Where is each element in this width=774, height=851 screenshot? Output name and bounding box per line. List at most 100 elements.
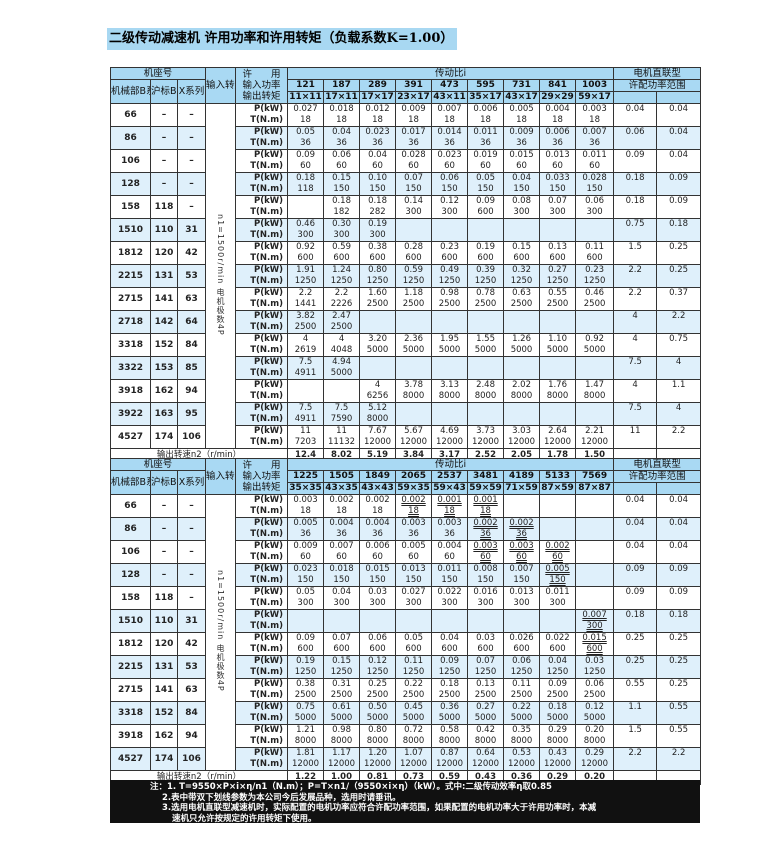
blank [656,91,702,104]
hu-b-model: 118 [150,586,178,610]
power-value: 4 [302,334,309,345]
value-cell: 0.03 600 [467,632,505,656]
value-cell [395,402,433,426]
value-cell: 0.31 2500 [323,678,361,702]
x-series-header: X系列 [176,470,207,495]
torque-value: 2619 [294,345,317,355]
hu-b-model: 152 [150,333,178,357]
torque-value: 2500 [510,690,533,700]
power-value: 0.05 [476,173,495,184]
value-cell [359,310,397,334]
power-value: 0.003 [437,518,462,529]
motor-range-max: 0.04 [613,517,658,541]
power-value: 0.001 [473,495,498,506]
torque-value: 18 [408,115,419,125]
value-cell: 1.55 5000 [467,333,505,357]
power-value: 2.64 [548,426,567,437]
pt-label: P(kW) T(N.m) [235,563,289,587]
power-value: 0.59 [332,242,351,253]
power-value: 0.04 [440,633,459,644]
value-cell: 0.29 8000 [539,724,577,748]
power-value: 0.023 [365,127,390,138]
table-row: 2715 141 63 P(kW) T(N.m) 0.38 2500 0.31 2500 0.25… [110,678,702,702]
torque-value: 12000 [508,437,536,447]
torque-value: T(N.m) [250,414,284,424]
gear-combo: 87×87 [575,482,615,495]
ratio-value: 731 [503,79,541,92]
power-value: 0.09 [296,633,315,644]
torque-value: 2500 [330,322,353,332]
value-cell: 2.48 8000 [467,379,505,403]
value-cell: 0.27 1250 [539,264,577,288]
value-cell: 0.002 18 [359,494,397,518]
value-cell: 0.63 2500 [503,287,541,311]
value-cell: 0.18 2500 [431,678,469,702]
gear-combo: 29×29 [539,91,577,104]
b-series-model: 86 [110,517,151,541]
power-value: 0.03 [368,587,387,598]
value-cell: 4 2619 [287,333,325,357]
value-cell: 4.94 5000 [323,356,361,380]
value-cell: 1.81 12000 [287,747,325,771]
value-cell: 0.15 1250 [323,655,361,679]
value-cell [503,494,541,518]
torque-value: 18 [444,506,455,516]
power-torque-table-1: 机座号输入转速许 用输入功率输出转矩传动比i电机直联型机械部B系列沪标B系列X系… [109,67,702,463]
motor-range-max: 0.09 [613,149,658,173]
power-value: P(kW) [254,150,284,161]
table-row: 1812 120 42 P(kW) T(N.m) 0.09 600 0.07 600 0.06 60… [110,632,702,656]
torque-value: 300 [586,621,603,631]
power-value: 0.005 [293,518,318,529]
b-series-model: 1812 [110,632,151,656]
gear-combo: 71×59 [503,482,541,495]
value-cell: 0.009 18 [395,103,433,127]
motor-range-min: 0.25 [656,264,702,288]
power-value: P(kW) [254,173,284,184]
hu-b-model: – [150,172,178,196]
hu-b-model: 141 [150,287,178,311]
value-cell: 0.004 36 [323,517,361,541]
value-cell [539,494,577,518]
power-value: 0.11 [512,679,531,690]
value-cell [467,356,505,380]
table-row: 158 118– P(kW) T(N.m) 0.05 300 0.04 300 0.03 300 0… [110,586,702,610]
motor-range-min: 0.55 [656,701,702,725]
power-value: 0.27 [476,702,495,713]
table-row: 86– – P(kW) T(N.m) 0.05 36 0.04 36 0.023 36 0.017 3… [110,126,702,150]
torque-value: 300 [441,207,458,217]
power-value: P(kW) [254,587,284,598]
power-value: 0.06 [332,150,351,161]
power-value: P(kW) [254,357,284,368]
motor-range-min: 0.75 [656,333,702,357]
value-cell: 0.015 150 [359,563,397,587]
motor-range-min: 0.09 [656,172,702,196]
b-series-model: 66 [110,103,151,127]
torque-value: 60 [480,552,491,562]
power-value: 0.20 [585,725,605,736]
power-value: 0.027 [401,587,426,598]
value-cell: 2.2 2226 [323,287,361,311]
value-cell: 0.92 600 [287,241,325,265]
power-value: 0.43 [548,748,567,759]
torque-value: 60 [372,552,383,562]
value-cell: 0.007 300 [575,609,615,633]
value-cell: 0.015 600 [575,632,615,656]
gear-combo: 35×17 [467,91,505,104]
value-cell: 0.10 150 [359,172,397,196]
motor-range-max: 0.25 [613,632,658,656]
torque-value: 300 [333,598,350,608]
hu-b-model: 162 [150,724,178,748]
value-cell [431,609,469,633]
power-value: P(kW) [254,104,284,115]
value-cell [395,609,433,633]
value-cell: 0.007 150 [503,563,541,587]
power-value: 3.73 [476,426,495,437]
value-cell: 0.12 5000 [575,701,615,725]
value-cell: 0.006 18 [467,103,505,127]
value-cell: 0.11 1250 [395,655,433,679]
hu-b-model: 174 [150,425,178,449]
value-cell: 0.004 36 [359,517,397,541]
allow-header-allow: 许 用 [242,460,281,471]
torque-value: 1250 [294,276,317,286]
hu-b-header: 沪标B系列 [150,470,178,495]
